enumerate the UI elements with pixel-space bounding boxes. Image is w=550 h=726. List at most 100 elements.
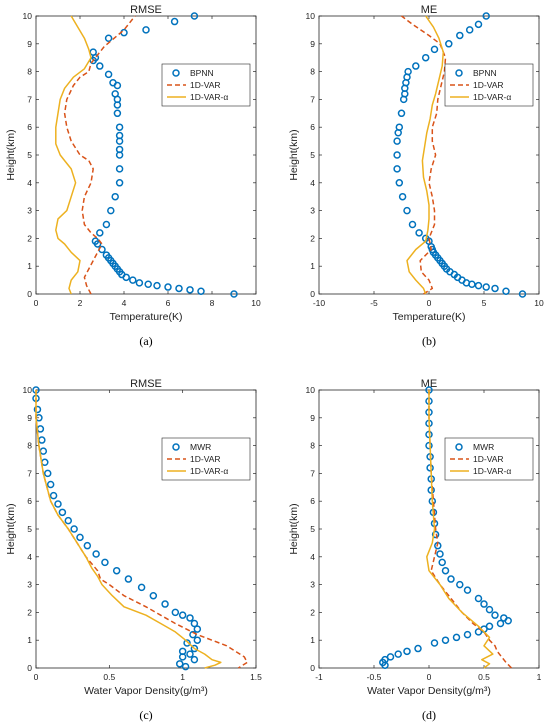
- plot-frame: [35, 15, 257, 295]
- y-tick-label: 8: [310, 441, 315, 451]
- y-tick-label: 3: [27, 206, 32, 216]
- y-tick-label: 9: [27, 39, 32, 49]
- x-tick-label: 1.5: [250, 672, 262, 682]
- series-line-1: [63, 15, 136, 295]
- data-point-0: [54, 500, 62, 508]
- y-tick-label: 0: [310, 663, 315, 673]
- data-point-0: [482, 283, 490, 291]
- legend-box: [161, 63, 251, 107]
- data-point-0: [447, 575, 455, 583]
- y-tick-label: 10: [306, 11, 316, 21]
- data-point-0: [403, 647, 411, 656]
- y-tick-label: 9: [310, 413, 315, 423]
- y-axis-label: Height(km): [288, 129, 300, 180]
- data-point-0: [183, 639, 191, 647]
- data-point-0: [474, 20, 483, 29]
- y-tick-label: 4: [310, 178, 315, 188]
- panel-caption: (d): [422, 708, 436, 722]
- y-tick-label: 8: [310, 67, 315, 77]
- data-point-0: [137, 583, 146, 592]
- data-point-0: [393, 151, 401, 159]
- data-point-0: [452, 633, 461, 642]
- data-point-0: [175, 660, 184, 668]
- y-tick-label: 6: [310, 496, 315, 506]
- data-point-0: [111, 192, 119, 201]
- data-point-0: [465, 26, 474, 34]
- x-tick-label: 1: [180, 672, 185, 682]
- legend: BPNN 1D-VAR 1D-VAR-α: [161, 63, 251, 107]
- data-point-0: [58, 508, 67, 517]
- series-line-2: [426, 390, 494, 669]
- x-axis-label: Temperature(K): [393, 311, 466, 323]
- legend-marker: [172, 443, 180, 451]
- data-point-0: [404, 67, 412, 76]
- data-point-0: [496, 619, 505, 628]
- y-tick-label: 7: [310, 468, 315, 478]
- data-point-0: [197, 287, 205, 295]
- data-point-0: [178, 611, 187, 619]
- x-tick-label: 10: [534, 298, 544, 308]
- legend-label: 1D-VAR-α: [473, 466, 511, 476]
- data-point-0: [430, 639, 439, 647]
- x-tick-label: -5: [370, 298, 378, 308]
- y-tick-label: 3: [310, 206, 315, 216]
- legend-label: 1D-VAR-α: [190, 466, 228, 476]
- data-point-0: [76, 533, 84, 542]
- x-tick-label: -1: [315, 672, 323, 682]
- legend-label: 1D-VAR: [473, 80, 504, 90]
- y-tick-label: 1: [27, 635, 32, 645]
- data-point-0: [83, 541, 92, 550]
- panel-caption: (c): [139, 708, 152, 722]
- data-point-0: [170, 17, 179, 26]
- legend-label: BPNN: [190, 68, 214, 78]
- y-tick-label: 5: [27, 150, 32, 160]
- y-tick-label: 5: [310, 150, 315, 160]
- y-tick-label: 8: [27, 67, 32, 77]
- x-tick-label: 1: [537, 672, 542, 682]
- data-point-0: [49, 491, 58, 500]
- data-point-0: [181, 662, 190, 671]
- data-point-0: [104, 34, 113, 42]
- series-line-2: [406, 15, 445, 295]
- data-point-0: [113, 109, 122, 118]
- data-point-0: [96, 62, 104, 70]
- x-tick-label: 0.5: [103, 672, 115, 682]
- data-point-0: [36, 425, 45, 433]
- y-tick-label: 7: [27, 468, 32, 478]
- data-point-0: [393, 165, 401, 173]
- series-line-2: [35, 390, 222, 669]
- legend-marker: [172, 69, 180, 77]
- data-point-0: [171, 608, 180, 617]
- x-tick-label: 10: [251, 298, 261, 308]
- x-tick-label: 4: [122, 298, 127, 308]
- data-point-0: [518, 290, 527, 298]
- y-axis-label: Height(km): [5, 129, 17, 180]
- data-point-0: [474, 628, 483, 636]
- data-point-0: [414, 644, 422, 653]
- y-tick-label: 4: [27, 552, 32, 562]
- x-tick-label: 0: [34, 298, 39, 308]
- data-point-0: [111, 90, 119, 98]
- x-tick-label: 5: [482, 298, 487, 308]
- data-point-0: [43, 469, 52, 478]
- data-point-0: [115, 123, 124, 131]
- data-point-0: [70, 525, 78, 533]
- y-tick-label: 0: [27, 289, 32, 299]
- legend-label: MWR: [190, 442, 211, 452]
- x-axis-label: Water Vapor Density(g/m³): [367, 685, 491, 697]
- data-point-0: [403, 206, 411, 215]
- y-tick-label: 6: [27, 496, 32, 506]
- data-point-0: [441, 636, 450, 644]
- data-point-0: [491, 284, 499, 293]
- legend-label: 1D-VAR: [190, 80, 221, 90]
- x-tick-label: 0.5: [478, 672, 490, 682]
- data-point-0: [186, 614, 194, 622]
- y-tick-label: 6: [310, 122, 315, 132]
- data-point-0: [107, 206, 115, 215]
- chart-title: RMSE: [130, 378, 162, 390]
- x-axis-label: Water Vapor Density(g/m³): [84, 685, 208, 697]
- data-point-0: [161, 600, 169, 608]
- data-point-0: [480, 600, 488, 608]
- data-point-0: [412, 62, 420, 70]
